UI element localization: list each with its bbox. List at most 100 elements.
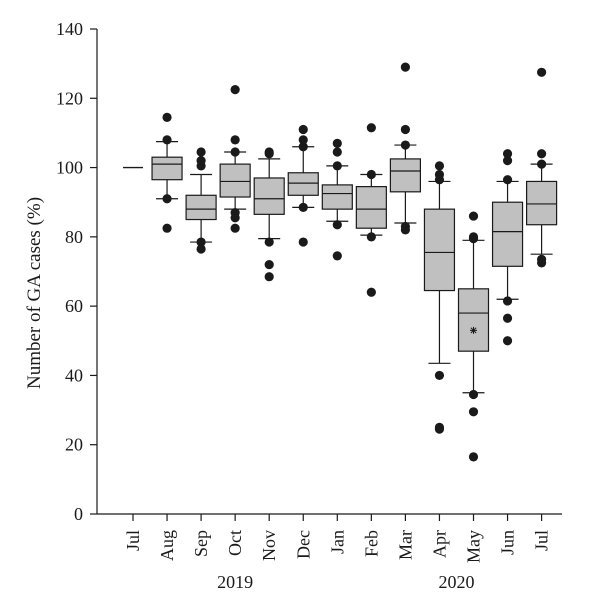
outlier-point <box>537 67 547 77</box>
outlier-point <box>332 138 342 148</box>
iqr-box <box>389 158 421 193</box>
iqr-box <box>253 177 285 215</box>
x-tick-label: Dec <box>293 530 313 559</box>
iqr-box <box>525 180 558 226</box>
outlier-point <box>366 123 376 133</box>
outlier-point <box>366 232 376 242</box>
box-oct <box>219 85 251 233</box>
outlier-point <box>162 223 172 233</box>
outlier-point <box>162 112 172 122</box>
outlier-point <box>400 124 410 135</box>
outlier-point <box>264 147 274 157</box>
outlier-point <box>434 422 445 432</box>
iqr-box <box>287 172 319 196</box>
iqr-box <box>491 201 524 267</box>
x-tick-label: Oct <box>225 530 245 556</box>
y-tick-label: 60 <box>65 296 83 316</box>
y-tick-label: 20 <box>65 435 83 455</box>
outlier-point <box>332 161 342 171</box>
outlier-point <box>332 220 342 230</box>
outlier-point <box>434 370 445 381</box>
outlier-point <box>196 244 206 254</box>
x-tick-label: Jan <box>327 530 347 554</box>
box-apr <box>423 161 456 434</box>
outlier-point <box>502 156 513 166</box>
x-tick-label: Aug <box>157 530 177 561</box>
box-dec <box>287 124 319 247</box>
x-axis: Jul Aug Sep Oct Nov Dec Jan Feb Mar Apr May Jun Jul <box>97 513 562 563</box>
outlier-point <box>332 251 342 261</box>
outlier-point <box>434 161 445 171</box>
outlier-point <box>537 254 547 264</box>
y-axis-label: Number of GA cases (%) <box>24 197 45 389</box>
outlier-point <box>502 149 513 159</box>
year-label: 2019 <box>217 572 253 592</box>
outlier-point <box>468 389 479 400</box>
x-tick-label: Sep <box>191 530 211 557</box>
box-series <box>123 62 558 462</box>
x-tick-label: May <box>464 530 484 563</box>
outlier-point <box>162 194 172 204</box>
y-tick-label: 120 <box>56 88 83 108</box>
outlier-point <box>468 452 479 462</box>
outlier-point <box>400 62 410 72</box>
outlier-point <box>230 147 240 157</box>
x-tick-label: Mar <box>395 530 415 560</box>
x-tick-label: Jun <box>498 530 518 555</box>
iqr-box <box>151 156 183 181</box>
x-tick-label: Jul <box>532 530 552 551</box>
box-nov <box>253 147 285 282</box>
y-tick-label: 40 <box>65 365 83 385</box>
outlier-point <box>400 221 410 232</box>
outlier-point <box>264 272 274 282</box>
outlier-point <box>196 156 206 166</box>
mean-marker <box>470 326 477 334</box>
mean-stroke <box>470 327 477 334</box>
x-tick-label: Feb <box>361 530 381 557</box>
outlier-point <box>468 407 479 417</box>
iqr-box <box>423 208 456 292</box>
box-may <box>457 211 490 462</box>
iqr-box <box>321 184 353 210</box>
outlier-point <box>468 211 479 221</box>
x-tick-label: Apr <box>429 530 449 558</box>
outlier-point <box>298 124 308 135</box>
box-aug <box>151 112 183 233</box>
iqr-box <box>185 194 217 221</box>
outlier-point <box>537 159 547 169</box>
y-axis: 0 20 40 60 80 100 120 140 <box>56 19 98 524</box>
outlier-point <box>366 287 376 297</box>
outlier-point <box>502 175 513 185</box>
iqr-box <box>355 186 387 229</box>
outlier-point <box>537 149 547 159</box>
outlier-point <box>230 208 240 218</box>
y-tick-label: 0 <box>74 504 83 524</box>
x-tick-label: Jul <box>123 530 143 551</box>
outlier-point <box>332 147 342 157</box>
box-mar <box>389 62 421 235</box>
outlier-point <box>230 85 240 95</box>
outlier-point <box>196 237 206 247</box>
iqr-box <box>219 163 251 198</box>
x-tick-label: Nov <box>259 530 279 561</box>
outlier-point <box>264 259 274 270</box>
box-jan <box>321 138 353 261</box>
outlier-point <box>298 237 308 247</box>
outlier-point <box>434 169 445 180</box>
outlier-point <box>162 135 172 145</box>
year-labels: 2019 2020 <box>217 572 474 592</box>
outlier-point <box>400 140 410 150</box>
outlier-point <box>468 232 479 242</box>
outlier-point <box>502 336 513 346</box>
box-sep <box>185 147 217 254</box>
box-feb <box>355 123 387 297</box>
outlier-point <box>298 202 308 213</box>
year-label: 2020 <box>438 572 474 592</box>
outlier-point <box>502 313 513 323</box>
outlier-point <box>298 135 308 145</box>
y-tick-label: 100 <box>56 158 83 178</box>
outlier-point <box>502 296 513 306</box>
iqr-box <box>457 288 490 352</box>
outlier-point <box>264 237 274 247</box>
outlier-point <box>230 135 240 145</box>
